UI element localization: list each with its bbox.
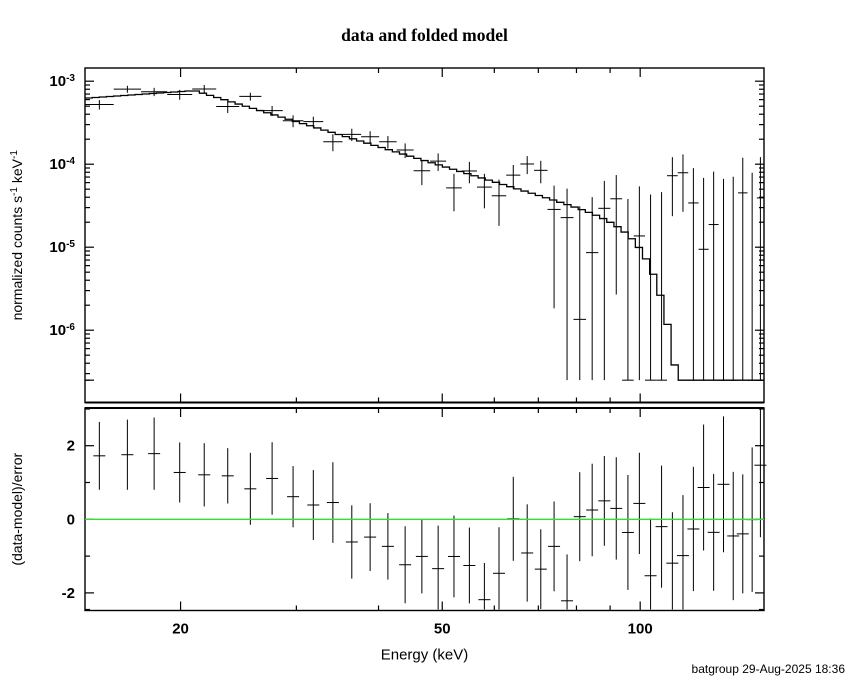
svg-text:batgroup 29-Aug-2025 18:36: batgroup 29-Aug-2025 18:36 bbox=[692, 662, 846, 676]
svg-text:(data-model)/error: (data-model)/error bbox=[9, 453, 25, 566]
svg-text:data and folded model: data and folded model bbox=[341, 25, 508, 45]
svg-text:normalized counts s-1 keV-1: normalized counts s-1 keV-1 bbox=[9, 150, 26, 321]
svg-text:Energy (keV): Energy (keV) bbox=[381, 647, 469, 664]
svg-text:-2: -2 bbox=[62, 585, 75, 602]
svg-text:50: 50 bbox=[434, 621, 451, 638]
svg-text:0: 0 bbox=[67, 511, 75, 528]
svg-text:100: 100 bbox=[628, 621, 653, 638]
svg-text:20: 20 bbox=[172, 621, 189, 638]
svg-text:2: 2 bbox=[67, 438, 75, 455]
